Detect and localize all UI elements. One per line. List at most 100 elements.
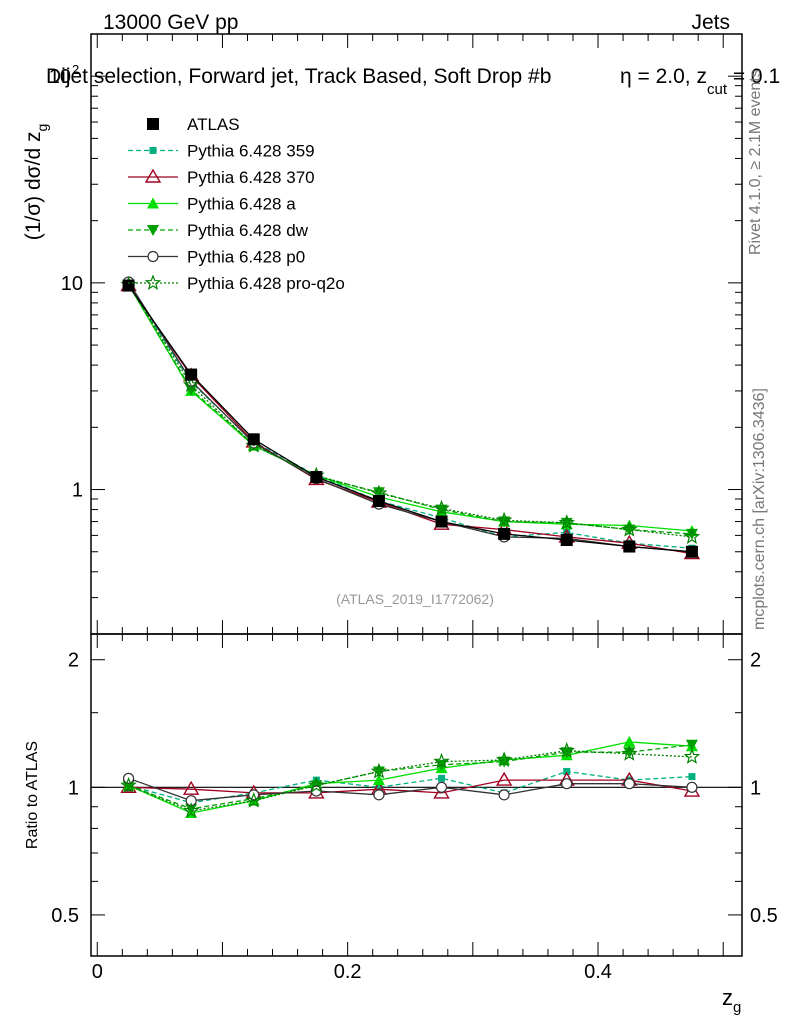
- legend-marker: [147, 225, 159, 236]
- y-axis-title: (1/σ) dσ/d zg: [22, 124, 50, 241]
- ratio-point-359: [688, 773, 696, 781]
- point-dw: [685, 528, 698, 540]
- x-axis-sub: g: [733, 999, 741, 1016]
- series-a: [122, 278, 698, 537]
- legend-label: ATLAS: [187, 115, 240, 134]
- chart-title: Dijet selection, Forward jet, Track Base…: [46, 65, 551, 88]
- ratio-line-p0: [128, 777, 692, 802]
- ratio-tick-label-left: 2: [68, 650, 79, 672]
- legend-marker: [147, 118, 159, 130]
- legend-item-ATLAS: ATLAS: [147, 115, 240, 134]
- ratio-tick-label-right: 1: [750, 777, 761, 799]
- ratio-tick-label-left: 0.5: [51, 905, 79, 927]
- legend-label: Pythia 6.428 370: [187, 168, 315, 187]
- ratio-point-p0: [623, 778, 635, 790]
- legend-marker: [144, 168, 162, 183]
- ratio-point-pro-q2o: [683, 748, 701, 764]
- ratio-point-370: [433, 784, 450, 799]
- ratio-point-370: [495, 771, 513, 786]
- ratio-point-370: [182, 780, 200, 795]
- point-359: [563, 528, 571, 536]
- legend-item-a: Pythia 6.428 a: [128, 195, 296, 214]
- legend-item-359: Pythia 6.428 359: [128, 142, 315, 161]
- series-line-359: [128, 284, 692, 549]
- legend-label: Pythia 6.428 dw: [187, 221, 309, 240]
- ratio-point-a: [623, 735, 636, 747]
- point-pro-q2o: [182, 376, 200, 393]
- header-left: 13000 GeV pp: [103, 11, 238, 34]
- ratio-plot-frame: [90, 633, 743, 957]
- ratio-point-p0: [435, 781, 448, 793]
- ratio-series-dw: [122, 739, 698, 815]
- ratio-point-p0: [310, 785, 322, 797]
- ratio-point-pro-q2o: [120, 776, 137, 793]
- ratio-point-pro-q2o: [621, 745, 638, 761]
- point-dw: [372, 487, 385, 499]
- point-pro-q2o: [433, 499, 450, 516]
- point-ATLAS: [310, 470, 323, 483]
- ratio-series-group: [120, 735, 701, 818]
- series-ATLAS: [122, 279, 698, 558]
- ratio-tick-label-right: 0.5: [750, 905, 778, 927]
- series-line-pro-q2o: [128, 284, 692, 538]
- ratio-series-p0: [122, 772, 698, 807]
- y-tick-label: 10: [49, 66, 71, 88]
- legend-label: Pythia 6.428 359: [187, 142, 315, 161]
- series-line-ATLAS: [128, 285, 692, 553]
- ratio-axis-label: Ratio to ATLAS: [24, 741, 41, 849]
- ratio-point-p0: [561, 778, 573, 790]
- legend-item-dw: Pythia 6.428 dw: [128, 221, 309, 240]
- mcplots-label: mcplots.cern.ch [arXiv:1306.3436]: [751, 388, 768, 630]
- ratio-point-359: [375, 783, 383, 791]
- point-ATLAS: [560, 533, 573, 546]
- svg-text:(1/σ) dσ/d zg: (1/σ) dσ/d zg: [22, 124, 50, 241]
- y-axis-label: (1/σ) dσ/d z: [22, 132, 45, 241]
- legend-item-pro-q2o: Pythia 6.428 pro-q2o: [128, 274, 345, 293]
- analysis-watermark: (ATLAS_2019_I1772062): [336, 591, 494, 607]
- ratio-axis-ticks: 0 0.2 0.4 0.5 0.5 1 1 2 2: [51, 634, 778, 983]
- ratio-point-p0: [185, 795, 197, 807]
- ratio-point-dw: [560, 747, 573, 759]
- series-370: [120, 277, 701, 560]
- ratio-series-370: [120, 771, 701, 799]
- chart-title-sub: cut: [707, 81, 728, 98]
- x-tick-label: 0: [92, 961, 103, 983]
- ratio-line-dw: [128, 744, 692, 810]
- ratio-point-359: [563, 767, 571, 775]
- rivet-version-label: Rivet 4.1.0, ≥ 2.1M events: [747, 69, 764, 255]
- series-line-p0: [128, 281, 692, 553]
- legend: ATLAS Pythia 6.428 359 Pythia 6.428 370 Pyt…: [128, 115, 345, 293]
- ratio-point-pro-q2o: [370, 762, 388, 779]
- x-axis-title: zg: [722, 985, 741, 1016]
- point-ATLAS: [185, 368, 198, 381]
- legend-marker: [147, 250, 159, 263]
- chart-title-main: Dijet selection, Forward jet, Track Base…: [46, 65, 551, 88]
- point-ATLAS: [372, 495, 385, 508]
- y-tick-label: 1: [72, 480, 83, 502]
- legend-label: Pythia 6.428 p0: [187, 248, 305, 267]
- series-line-a: [128, 284, 692, 532]
- series-p0: [122, 276, 698, 558]
- header-right: Jets: [691, 11, 730, 34]
- ratio-point-p0: [498, 789, 510, 801]
- main-series-group: [120, 276, 701, 560]
- ratio-point-pro-q2o: [495, 751, 513, 768]
- legend-item-p0: Pythia 6.428 p0: [128, 248, 305, 267]
- legend-label: Pythia 6.428 a: [187, 195, 296, 214]
- series-dw: [122, 279, 698, 540]
- ratio-point-pro-q2o: [308, 776, 325, 793]
- ratio-point-p0: [686, 781, 698, 793]
- ratio-point-p0: [373, 789, 385, 801]
- ratio-point-pro-q2o: [558, 742, 576, 758]
- ratio-point-a: [372, 774, 385, 786]
- y-tick-label: 10: [61, 273, 83, 295]
- ratio-tick-label-left: 1: [68, 777, 79, 799]
- ratio-point-359: [438, 774, 446, 782]
- point-ATLAS: [623, 540, 636, 553]
- ratio-point-pro-q2o: [182, 802, 200, 818]
- point-ATLAS: [247, 433, 260, 446]
- ratio-point-pro-q2o: [245, 792, 263, 808]
- point-ATLAS: [498, 527, 511, 540]
